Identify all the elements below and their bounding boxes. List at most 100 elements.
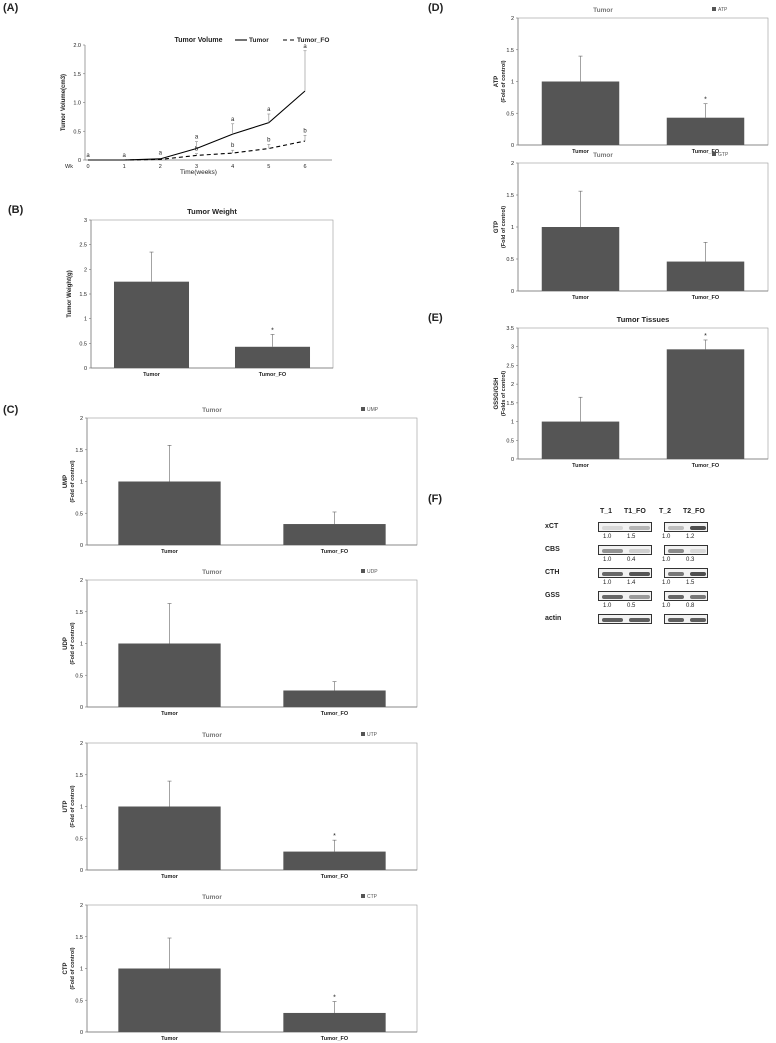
western-blot: T_1 T1_FO T_2 T2_FO xCT 1.0 1.5 1.0 1.2 CBS 1.0 0.4…: [540, 508, 740, 628]
blot-row-label-cbs: CBS: [545, 546, 560, 553]
atp-y-tick-label: 1: [511, 80, 514, 86]
a-y-tick-label: 1.0: [73, 101, 81, 107]
atp-y-tick-label: 0: [511, 143, 514, 149]
blot-membrane-strip: [664, 614, 708, 624]
b-bar-2: [234, 346, 311, 368]
blot-band: [690, 549, 706, 553]
blot-band: [690, 526, 706, 530]
atp-legend-swatch: [712, 7, 716, 11]
atp-y-label: ATP: [494, 76, 500, 88]
blot-quant-value: 1.0: [603, 557, 612, 563]
a-series-1-letter: a: [267, 107, 271, 113]
b-y-tick-label: 3: [84, 218, 87, 224]
blot-band: [629, 618, 650, 622]
panel-label-f: (F): [428, 493, 443, 505]
utp-y-tick-label: 2: [80, 741, 83, 747]
blot-band: [602, 595, 623, 599]
gtp-category-label-1: Tumor: [572, 295, 590, 301]
blot-band: [602, 526, 623, 530]
udp-y-tick-label: 0.5: [75, 673, 83, 679]
ump-category-label-2: Tumor_FO: [321, 549, 349, 555]
ctp-y-tick-label: 1: [80, 967, 83, 973]
gtp-bar-1: [541, 227, 620, 291]
udp-y-tick-label: 1.5: [75, 610, 83, 616]
utp-legend-swatch: [361, 732, 365, 736]
atp-bar-2: [666, 117, 745, 145]
panel-label-b: (B): [8, 204, 24, 216]
udp-bar-2: [283, 690, 386, 707]
blot-row-label-cth: CTH: [545, 569, 560, 576]
utp-y-label-sub: (Fold of control): [70, 785, 76, 827]
b-y-tick-label: 1.5: [79, 292, 87, 298]
b-category-label-2: Tumor_FO: [259, 372, 287, 378]
udp-category-label-2: Tumor_FO: [321, 711, 349, 717]
atp-y-tick-label: 2: [511, 16, 514, 22]
a-series-2-letter: b: [195, 147, 199, 153]
e-y-tick-label: 1: [511, 420, 514, 426]
ctp-y-tick-label: 0: [80, 1030, 83, 1036]
utp-y-tick-label: 1: [80, 805, 83, 811]
gtp-y-tick-label: 1: [511, 225, 514, 231]
b-title: Tumor Weight: [187, 207, 237, 216]
ctp-sig-mark-2: *: [333, 995, 336, 1002]
blot-membrane-strip: [664, 568, 708, 578]
gtp-y-tick-label: 1.5: [506, 193, 514, 199]
gtp-category-label-2: Tumor_FO: [692, 295, 720, 301]
gtp-y-tick-label: 2: [511, 161, 514, 167]
gtp-y-label: GTP: [494, 221, 500, 233]
e-y-tick-label: 0.5: [506, 438, 514, 444]
atp-title: Tumor: [593, 7, 613, 14]
b-y-tick-label: 0: [84, 366, 87, 372]
ump-y-label-sub: (Fold of control): [70, 460, 76, 502]
ctp-category-label-1: Tumor: [161, 1036, 179, 1042]
panel-label-a: (A): [3, 2, 19, 14]
a-y-tick-label: 2.0: [73, 43, 81, 49]
a-x-prefix: Wk: [65, 164, 73, 170]
b-y-tick-label: 0.5: [79, 341, 87, 347]
e-y-tick-label: 0: [511, 457, 514, 463]
atp-category-label-1: Tumor: [572, 149, 590, 155]
atp-category-label-2: Tumor_FO: [692, 149, 720, 155]
a-series-2-letter: b: [267, 137, 271, 143]
a-series-1-letter: a: [86, 153, 90, 159]
blot-membrane-strip: [598, 614, 652, 624]
blot-row-label-xct: xCT: [545, 523, 559, 530]
a-y-tick-label: 0.5: [73, 129, 81, 135]
a-x-tick-label: 6: [303, 164, 306, 170]
utp-bar-2: [283, 851, 386, 870]
a-x-tick-label: 5: [267, 164, 270, 170]
ump-y-tick-label: 0.5: [75, 511, 83, 517]
b-category-label-1: Tumor: [143, 372, 161, 378]
atp-y-tick-label: 1.5: [506, 48, 514, 54]
ump-y-tick-label: 1.5: [75, 448, 83, 454]
e-category-label-1: Tumor: [572, 463, 590, 469]
atp-y-tick-label: 0.5: [506, 111, 514, 117]
a-series-1-letter: a: [159, 151, 163, 157]
blot-quant-value: 0.3: [686, 557, 695, 563]
b-bar-1: [113, 281, 190, 368]
blot-quant-value: 1.0: [662, 603, 671, 609]
udp-legend-swatch: [361, 569, 365, 573]
blot-lane-header: T_1: [600, 508, 613, 515]
utp-category-label-2: Tumor_FO: [321, 874, 349, 880]
utp-y-tick-label: 0: [80, 868, 83, 874]
blot-quant-value: 0.4: [627, 557, 636, 563]
b-sig-mark-2: *: [271, 327, 274, 334]
blot-quant-value: 1.0: [603, 580, 612, 586]
ump-category-label-1: Tumor: [161, 549, 179, 555]
blot-band: [629, 526, 650, 530]
ump-y-tick-label: 2: [80, 416, 83, 422]
utp-legend-label: UTP: [367, 732, 378, 738]
blot-membrane-strip: [598, 591, 652, 601]
e-category-label-2: Tumor_FO: [692, 463, 720, 469]
blot-band: [668, 595, 684, 599]
atp-y-label-sub: (Fold of control): [501, 60, 507, 102]
ctp-bar-1: [118, 968, 221, 1032]
e-y-tick-label: 1.5: [506, 401, 514, 407]
blot-quant-value: 0.8: [686, 603, 695, 609]
ctp-bar-2: [283, 1012, 386, 1032]
blot-membrane-strip: [598, 568, 652, 578]
ump-y-tick-label: 0: [80, 543, 83, 549]
utp-sig-mark-2: *: [333, 833, 336, 840]
